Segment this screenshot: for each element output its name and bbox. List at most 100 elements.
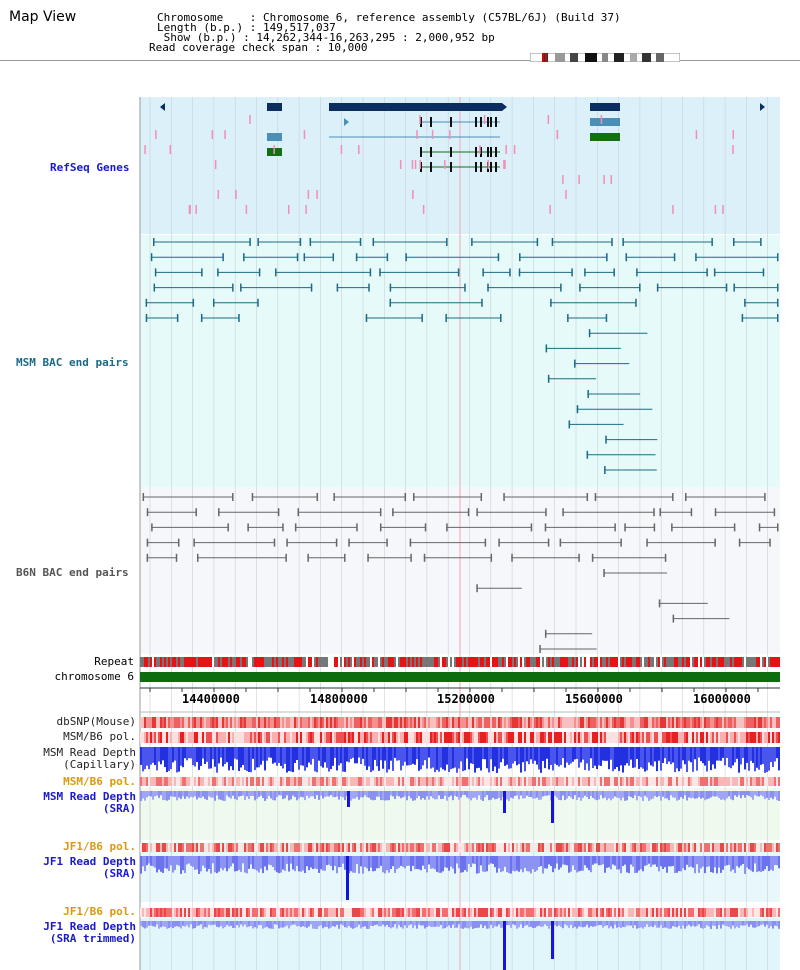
heat-cell [512,717,514,728]
depth-bar [628,921,630,926]
heat-cell [154,717,156,728]
depth-bar [658,747,660,761]
heat-cell [592,843,594,852]
depth-bar [686,791,688,801]
heat-cell [494,777,496,786]
depth-bar [650,747,652,766]
heat-cell [290,908,292,917]
bac-end [545,344,548,353]
msm-bac-track-label[interactable]: MSM BAC end pairs [16,356,129,369]
b6n-bac-track-label[interactable]: B6N BAC end pairs [16,566,129,579]
depth-bar [476,791,478,800]
heat-cell [198,732,200,743]
heat-cell [698,732,700,743]
depth-bar [170,921,172,928]
depth-bar [378,856,380,869]
heat-cell [330,843,332,852]
heat-cell [168,777,170,786]
chromosome-ideogram[interactable] [530,53,680,62]
bac-end [518,268,521,277]
heat-cell [312,717,314,728]
heat-cell [768,908,770,917]
heat-cell [616,777,618,786]
repeat-segment [194,657,196,667]
heat-cell [528,777,530,786]
heat-cell [316,717,318,728]
heat-cell [144,843,146,852]
heat-cell [368,717,370,728]
gene-exon [420,147,422,157]
depth-bar [244,791,246,800]
heat-cell [772,908,774,917]
heat-cell [472,908,474,917]
depth-bar [312,921,314,929]
heat-cell [450,777,452,786]
depth-bar [430,791,432,797]
depth-bar [208,791,210,797]
heat-cell [502,908,504,917]
depth-bar [302,856,304,871]
depth-bar [252,791,254,796]
depth-bar [298,747,300,770]
heat-cell [508,777,510,786]
depth-bar [372,856,374,872]
heat-cell [310,777,312,786]
heat-cell [382,732,384,743]
depth-bar [494,791,496,800]
depth-bar [642,791,644,801]
depth-bar [232,791,234,796]
depth-bar [344,747,346,772]
heat-cell [150,843,152,852]
heat-cell [548,777,550,786]
heat-cell [642,777,644,786]
heat-cell [278,717,280,728]
depth-bar [142,921,144,928]
depth-bar [642,747,644,769]
depth-bar [776,791,778,801]
heat-cell [166,717,168,728]
depth-bar [372,747,374,771]
mrna-tick [414,160,417,169]
repeat-segment [678,657,680,667]
depth-bar [380,856,382,866]
heat-cell [240,843,242,852]
heat-cell [598,717,600,728]
bac-end [503,493,505,501]
depth-bar [670,747,672,765]
depth-bar [436,921,438,927]
bac-end [332,253,335,262]
heat-cell [508,908,510,917]
heat-cell [306,717,308,728]
bac-end [386,253,389,262]
depth-bar [462,747,464,772]
heat-cell [362,843,364,852]
heat-cell [542,717,544,728]
depth-bar [464,791,466,796]
depth-bar [608,747,610,770]
repeat-segment [708,657,710,667]
refseq-track-label[interactable]: RefSeq Genes [50,161,130,174]
heat-cell [434,908,436,917]
heat-cell [414,843,416,852]
depth-bar [740,747,742,765]
heat-cell [752,908,754,917]
heat-cell [606,717,608,728]
depth-bar [644,791,646,796]
depth-bar [696,747,698,771]
heat-cell [534,732,536,743]
gene-feature [590,133,620,141]
depth-bar [316,856,318,870]
depth-bar [696,921,698,927]
show-range-info: Show (b.p.) : 14,262,344-16,263,295 : 2,… [157,31,495,44]
heat-cell [616,843,618,852]
depth-bar [772,921,774,929]
heat-cell [176,777,178,786]
heat-cell [618,843,620,852]
heat-cell [550,777,552,786]
depth-bar [198,856,200,874]
depth-bar [632,791,634,799]
heat-cell [756,777,758,786]
repeat-segment [378,657,380,667]
repeat-segment [492,657,494,667]
